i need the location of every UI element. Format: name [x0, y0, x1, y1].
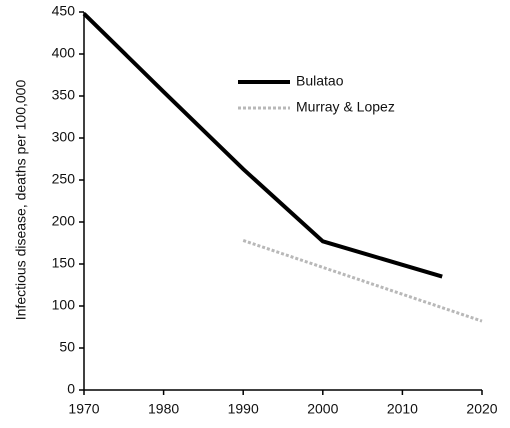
y-tick-label: 150: [52, 255, 76, 271]
y-tick-label: 400: [52, 45, 76, 61]
line-series: [242, 239, 483, 323]
x-tick-label: 2000: [307, 401, 338, 417]
y-tick-label: 250: [52, 171, 76, 187]
y-axis-label: Infectious disease, deaths per 100,000: [13, 80, 29, 321]
x-tick-label: 1980: [148, 401, 179, 417]
y-tick-label: 350: [52, 87, 76, 103]
x-tick-label: 1990: [228, 401, 259, 417]
legend-label: Murray & Lopez: [296, 99, 395, 115]
x-tick-label: 2020: [466, 401, 497, 417]
x-tick-label: 1970: [68, 401, 99, 417]
y-tick-label: 100: [52, 297, 76, 313]
x-tick-label: 2010: [387, 401, 418, 417]
y-tick-label: 200: [52, 213, 76, 229]
line-series: [82, 12, 443, 279]
y-tick-label: 0: [67, 381, 75, 397]
y-tick-label: 50: [59, 339, 75, 355]
legend-label: Bulatao: [296, 73, 344, 89]
y-tick-label: 450: [52, 3, 76, 19]
y-tick-label: 300: [52, 129, 76, 145]
